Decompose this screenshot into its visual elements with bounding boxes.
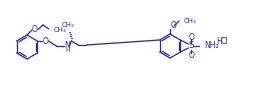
Text: S: S <box>188 41 194 51</box>
Text: O: O <box>171 22 177 31</box>
Text: N: N <box>65 41 70 50</box>
Text: O: O <box>32 25 38 34</box>
Text: CH₃: CH₃ <box>62 22 75 28</box>
Text: Cl: Cl <box>220 38 228 46</box>
Text: O: O <box>188 51 194 60</box>
Text: H: H <box>65 47 70 53</box>
Text: CH₃: CH₃ <box>54 26 67 32</box>
Text: O: O <box>42 37 48 46</box>
Text: NH₂: NH₂ <box>204 41 219 51</box>
Text: CH₃: CH₃ <box>184 18 197 24</box>
Text: H: H <box>216 38 222 46</box>
Text: O: O <box>188 32 194 41</box>
